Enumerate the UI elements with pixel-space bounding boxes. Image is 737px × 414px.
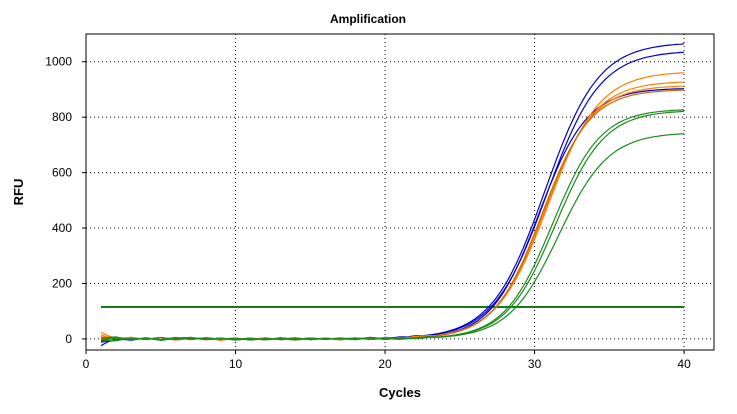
y-tick-label: 400 xyxy=(52,221,72,235)
x-tick-label: 30 xyxy=(528,357,542,371)
y-axis-label: RFU xyxy=(11,179,26,206)
y-tick-label: 1000 xyxy=(45,55,72,69)
y-tick-label: 200 xyxy=(52,276,72,290)
amplification-curve-5 xyxy=(100,81,685,341)
x-tick-label: 0 xyxy=(83,357,90,371)
amplification-curve-2 xyxy=(100,51,685,343)
amplification-curve-10 xyxy=(100,133,685,341)
y-tick-label: 600 xyxy=(52,166,72,180)
amplification-curve-3 xyxy=(100,88,685,341)
y-tick-label: 0 xyxy=(65,332,72,346)
grid-layer xyxy=(86,34,714,350)
amplification-curve-6 xyxy=(100,85,685,341)
amplification-curve-9 xyxy=(100,110,685,341)
amplification-curve-7 xyxy=(100,89,685,341)
x-tick-label: 10 xyxy=(229,357,243,371)
x-tick-label: 40 xyxy=(677,357,691,371)
x-tick-label: 20 xyxy=(378,357,392,371)
plot-frame xyxy=(85,33,715,351)
chart-title: Amplification xyxy=(330,12,406,26)
y-tick-label: 800 xyxy=(52,110,72,124)
x-axis-label: Cycles xyxy=(379,385,421,400)
series-layer xyxy=(100,43,685,347)
